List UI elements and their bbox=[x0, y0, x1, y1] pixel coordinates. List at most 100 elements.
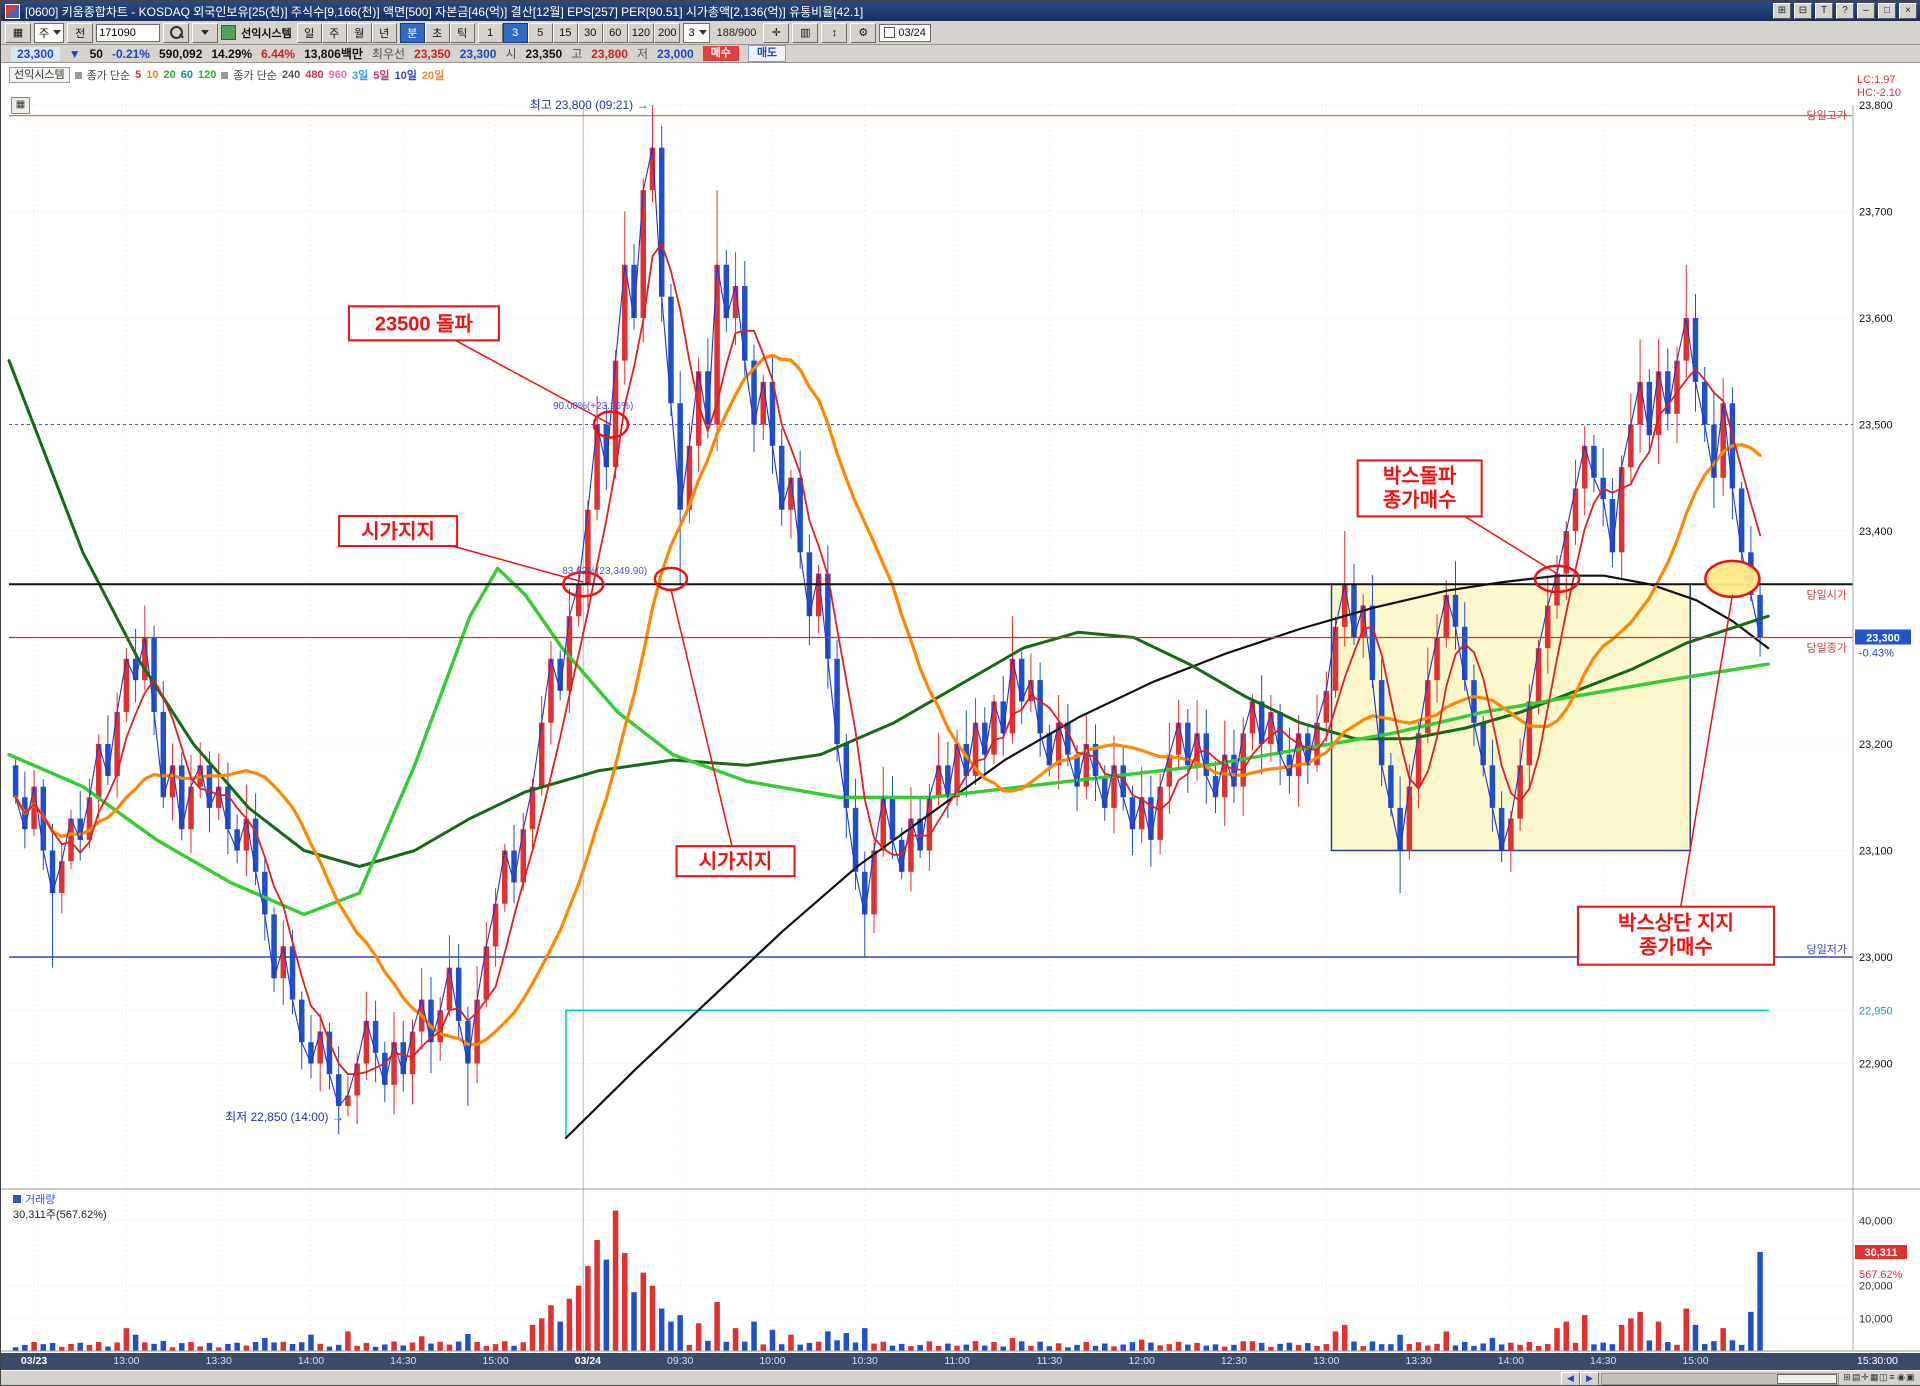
interval-60-button[interactable]: 60 bbox=[602, 22, 628, 43]
time-tick: 15:00 bbox=[1682, 1355, 1709, 1367]
font-icon[interactable]: T bbox=[1815, 3, 1833, 19]
scrollbar-thumb[interactable] bbox=[1777, 1374, 1837, 1384]
asset-type-select[interactable]: 주 bbox=[34, 22, 65, 43]
tool-icon-4[interactable]: ▦ bbox=[1870, 1372, 1879, 1382]
chart-scrollbar[interactable] bbox=[1601, 1373, 1839, 1385]
reference-lines-back bbox=[9, 115, 1853, 958]
svg-text:23,200: 23,200 bbox=[1859, 739, 1893, 751]
tool-icon-6[interactable]: ≡ bbox=[1889, 1372, 1895, 1382]
minimize-button[interactable]: – bbox=[1857, 3, 1875, 19]
svg-text:당일고가: 당일고가 bbox=[1807, 108, 1847, 122]
chart-style-icon[interactable]: ▥ bbox=[792, 22, 819, 43]
stock-badge-icon bbox=[221, 25, 237, 40]
unit-second-button[interactable]: 초 bbox=[424, 22, 450, 43]
interval-select[interactable]: 3 bbox=[683, 22, 710, 43]
price-change-pct: -0.21% bbox=[111, 46, 150, 61]
interval-3-button[interactable]: 3 bbox=[502, 22, 528, 43]
svg-text:박스돌파: 박스돌파 bbox=[1383, 464, 1457, 487]
signal-circles bbox=[562, 410, 1761, 599]
unit-minute-button[interactable]: 분 bbox=[399, 22, 425, 43]
interval-5-button[interactable]: 5 bbox=[527, 22, 553, 43]
svg-text:22,900: 22,900 bbox=[1859, 1059, 1893, 1071]
interval-group: 1 3 5 15 30 60 120 200 bbox=[477, 22, 681, 43]
settings-icon[interactable]: ⚙ bbox=[850, 22, 877, 43]
stock-code-input[interactable] bbox=[96, 23, 161, 42]
toolbar: ▦ 주 전 선익시스템 일 주 월 년 분 초 틱 1 3 5 15 30 60 bbox=[1, 21, 1920, 45]
interval-30-button[interactable]: 30 bbox=[577, 22, 603, 43]
svg-text:-0.43%: -0.43% bbox=[1859, 648, 1894, 660]
svg-text:23500 돌파: 23500 돌파 bbox=[375, 312, 474, 335]
unit-tick-button[interactable]: 틱 bbox=[449, 22, 475, 43]
time-tick: 11:30 bbox=[1036, 1355, 1063, 1367]
tool-icon-3[interactable]: ✛ bbox=[1861, 1372, 1869, 1382]
reference-lines-front bbox=[9, 583, 1853, 639]
bottom-scroll-bar: ◀ ▶ ⊞ ▤ ✛ ▦ ◫ ≡ ◉ ▣ bbox=[1, 1370, 1920, 1385]
unit-group: 분 초 틱 bbox=[399, 22, 475, 43]
search-button[interactable] bbox=[163, 22, 190, 43]
interval-15-button[interactable]: 15 bbox=[552, 22, 578, 43]
chart-menu-button[interactable]: ▦ bbox=[5, 22, 31, 43]
time-tick: 11:00 bbox=[944, 1355, 970, 1367]
open-label: 시 bbox=[505, 47, 517, 61]
cascade-icon[interactable]: ⊟ bbox=[1794, 3, 1812, 19]
stock-name: 선익시스템 bbox=[241, 27, 292, 40]
period-month-button[interactable]: 월 bbox=[346, 22, 372, 43]
bottom-tool-icons: ⊞ ▤ ✛ ▦ ◫ ≡ ◉ ▣ bbox=[1843, 1372, 1914, 1383]
svg-text:23,800: 23,800 bbox=[1859, 100, 1893, 112]
scale-icon[interactable]: ↕ bbox=[821, 22, 848, 43]
time-tick: 13:00 bbox=[113, 1355, 140, 1367]
tool-icon-2[interactable]: ▤ bbox=[1852, 1372, 1861, 1382]
tile-icon[interactable]: ⊞ bbox=[1773, 3, 1791, 19]
time-tick: 14:30 bbox=[390, 1355, 417, 1367]
svg-text:23,100: 23,100 bbox=[1859, 846, 1893, 858]
svg-text:20,000: 20,000 bbox=[1859, 1281, 1893, 1293]
sell-button[interactable]: 매도 bbox=[747, 45, 787, 62]
svg-text:22,950: 22,950 bbox=[1859, 1005, 1893, 1017]
time-tick: 13:30 bbox=[205, 1355, 232, 1367]
svg-text:최고 23,800 (09:21) →: 최고 23,800 (09:21) → bbox=[530, 98, 649, 112]
turnover-pct-1: 14.29% bbox=[211, 46, 253, 61]
interval-1-button[interactable]: 1 bbox=[477, 22, 503, 43]
grid-icon[interactable]: ▦ bbox=[11, 97, 30, 114]
svg-text:HC:-2.10: HC:-2.10 bbox=[1857, 87, 1901, 99]
buy-button[interactable]: 매수 bbox=[702, 46, 739, 61]
chevron-down-icon bbox=[698, 30, 707, 35]
tool-icon-1[interactable]: ⊞ bbox=[1843, 1372, 1851, 1382]
chevron-down-icon bbox=[53, 30, 62, 35]
scroll-right-button[interactable]: ▶ bbox=[1580, 1372, 1599, 1385]
period-day-button[interactable]: 일 bbox=[296, 22, 322, 43]
help-icon[interactable]: ? bbox=[1836, 3, 1854, 19]
maximize-button[interactable]: □ bbox=[1878, 3, 1896, 19]
period-year-button[interactable]: 년 bbox=[371, 22, 397, 43]
bar-count: 188/900 bbox=[716, 26, 757, 39]
svg-text:10,000: 10,000 bbox=[1859, 1313, 1893, 1325]
candlestick-layer bbox=[12, 105, 1763, 1135]
date-picker[interactable]: 03/24 bbox=[879, 23, 931, 42]
scroll-left-button[interactable]: ◀ bbox=[1561, 1372, 1580, 1385]
date-value: 03/24 bbox=[898, 26, 926, 39]
asset-type-value: 주 bbox=[39, 27, 50, 40]
interval-200-button[interactable]: 200 bbox=[654, 22, 681, 43]
quote-info-bar: 23,300 ▼ 50 -0.21% 590,092 14.29% 6.44% … bbox=[1, 45, 1920, 63]
time-tick: 15:00 bbox=[482, 1355, 509, 1367]
crosshair-icon[interactable]: ✛ bbox=[763, 22, 790, 43]
tool-icon-7[interactable]: ◉ bbox=[1897, 1372, 1905, 1382]
time-tick: 10:00 bbox=[759, 1355, 786, 1367]
period-week-button[interactable]: 주 bbox=[321, 22, 347, 43]
close-button[interactable]: × bbox=[1899, 3, 1917, 19]
window-title: [0600] 키움종합차트 - KOSDAQ 외국인보유[25(천)] 주식수[… bbox=[25, 4, 864, 19]
tool-icon-5[interactable]: ◫ bbox=[1879, 1372, 1888, 1382]
tool-icon-8[interactable]: ▣ bbox=[1906, 1372, 1915, 1382]
low-label: 저 bbox=[636, 47, 648, 61]
interval-select-value: 3 bbox=[688, 26, 695, 39]
svg-text:당일종가: 당일종가 bbox=[1807, 641, 1847, 655]
price-axis: 23,800 23,700 23,600 23,500 23,400 23,200 23,1… bbox=[1852, 74, 1911, 1351]
prev-stock-button[interactable]: 전 bbox=[67, 22, 94, 43]
code-dropdown-button[interactable] bbox=[192, 22, 219, 43]
interval-120-button[interactable]: 120 bbox=[627, 22, 655, 43]
date-checkbox[interactable] bbox=[884, 27, 896, 38]
high-value: 23,800 bbox=[591, 46, 628, 61]
